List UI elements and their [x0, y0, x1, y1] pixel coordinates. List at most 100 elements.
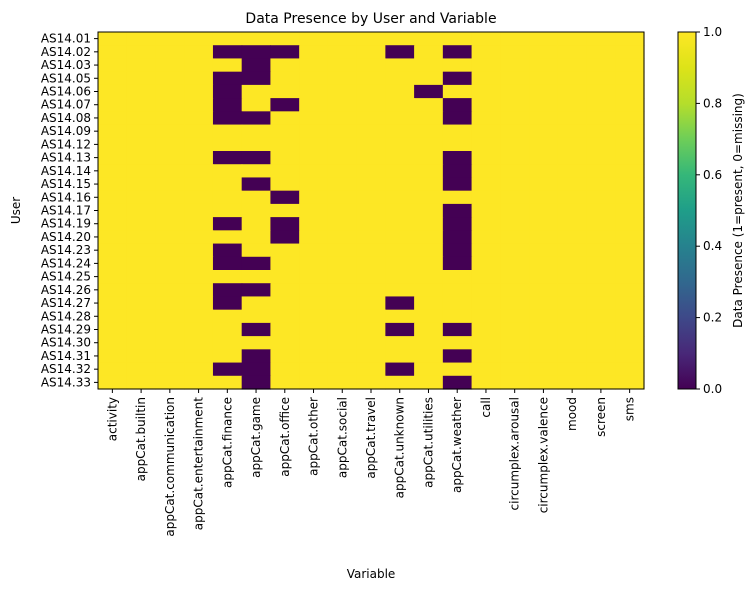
heatmap-cell: [356, 322, 386, 337]
heatmap-cell: [529, 270, 559, 284]
heatmap-cell: [241, 296, 272, 311]
heatmap-cell: [586, 45, 616, 60]
heatmap-cell: [586, 309, 616, 324]
y-axis-ticks: AS14.01AS14.02AS14.03AS14.05AS14.06AS14.…: [41, 32, 98, 389]
heatmap-cell: [241, 362, 272, 377]
heatmap-cell: [155, 362, 185, 377]
y-tick-label: AS14.01: [41, 32, 91, 46]
heatmap-cell: [414, 296, 444, 311]
heatmap-cell: [471, 84, 501, 99]
heatmap-cell: [471, 98, 501, 112]
heatmap-cell: [615, 375, 645, 390]
heatmap-cell: [471, 230, 501, 245]
heatmap-cell: [557, 137, 588, 152]
heatmap-cell: [184, 375, 214, 390]
heatmap-cell: [414, 58, 444, 73]
heatmap-cell: [356, 58, 386, 73]
heatmap-cell: [586, 111, 616, 126]
heatmap-cell: [184, 322, 214, 337]
heatmap-cell: [270, 32, 300, 46]
heatmap-cell: [586, 137, 616, 152]
heatmap-cell: [529, 177, 559, 192]
y-tick-label: AS14.03: [41, 58, 91, 72]
x-tick-label: screen: [594, 397, 608, 437]
heatmap-cell: [212, 45, 243, 60]
heatmap-cell: [212, 84, 243, 99]
heatmap-cell: [586, 58, 616, 73]
x-tick-label: activity: [105, 397, 119, 441]
heatmap-cell: [500, 296, 530, 311]
heatmap-cell: [155, 296, 185, 311]
heatmap-cell: [241, 309, 272, 324]
heatmap-cell: [212, 309, 243, 324]
heatmap-cell: [98, 283, 128, 298]
heatmap-cell: [500, 98, 530, 112]
heatmap-cell: [356, 45, 386, 60]
heatmap-cell: [385, 45, 415, 60]
heatmap-cell: [586, 375, 616, 390]
heatmap-cell: [299, 243, 329, 258]
heatmap-cell: [356, 111, 386, 126]
heatmap-cell: [212, 98, 243, 112]
heatmap-cell: [212, 124, 243, 139]
heatmap-cell: [471, 283, 501, 298]
heatmap-cell: [529, 336, 559, 350]
heatmap-cell: [586, 243, 616, 258]
heatmap-cell: [529, 137, 559, 152]
heatmap-cell: [184, 230, 214, 245]
heatmap-cell: [126, 32, 157, 46]
heatmap-cell: [356, 362, 386, 377]
heatmap-cell: [126, 137, 157, 152]
heatmap-cell: [442, 190, 473, 205]
heatmap-cell: [385, 309, 415, 324]
x-tick-label: circumplex.valence: [536, 397, 550, 513]
heatmap-cell: [98, 309, 128, 324]
heatmap-cell: [327, 243, 358, 258]
heatmap-cell: [241, 243, 272, 258]
heatmap-cell: [442, 84, 473, 99]
heatmap-cell: [500, 270, 530, 284]
heatmap-cell: [385, 336, 415, 350]
x-tick-label: appCat.travel: [364, 397, 378, 479]
heatmap-cell: [98, 137, 128, 152]
heatmap-cell: [241, 256, 272, 271]
heatmap-cell: [557, 84, 588, 99]
heatmap-cell: [442, 98, 473, 112]
heatmap-cell: [385, 164, 415, 179]
heatmap-cell: [529, 190, 559, 205]
heatmap-cell: [327, 137, 358, 152]
heatmap-cell: [529, 84, 559, 99]
heatmap-cell: [270, 270, 300, 284]
heatmap-cell: [529, 349, 559, 364]
heatmap-cell: [414, 217, 444, 231]
heatmap-cell: [299, 58, 329, 73]
heatmap-cell: [385, 151, 415, 165]
heatmap-cell: [98, 111, 128, 126]
heatmap-cell: [270, 256, 300, 271]
heatmap-cell: [155, 256, 185, 271]
heatmap-cell: [241, 375, 272, 390]
heatmap-cell: [615, 190, 645, 205]
heatmap-cell: [586, 322, 616, 337]
heatmap-cell: [270, 137, 300, 152]
heatmap-cell: [586, 177, 616, 192]
heatmap-cell: [442, 362, 473, 377]
heatmap-cell: [471, 137, 501, 152]
heatmap-cell: [184, 296, 214, 311]
heatmap-cell: [356, 124, 386, 139]
heatmap-cell: [126, 111, 157, 126]
heatmap-cell: [529, 98, 559, 112]
heatmap-cell: [529, 217, 559, 231]
x-tick-label: circumplex.arousal: [508, 397, 522, 510]
heatmap-cell: [98, 375, 128, 390]
heatmap-cell: [529, 124, 559, 139]
heatmap-cell: [270, 375, 300, 390]
y-tick-label: AS14.16: [41, 190, 91, 204]
heatmap-cell: [327, 230, 358, 245]
heatmap-cell: [126, 256, 157, 271]
heatmap-cell: [98, 336, 128, 350]
heatmap-cell: [270, 71, 300, 86]
heatmap-cell: [299, 190, 329, 205]
heatmap-cell: [155, 190, 185, 205]
heatmap-cell: [241, 71, 272, 86]
